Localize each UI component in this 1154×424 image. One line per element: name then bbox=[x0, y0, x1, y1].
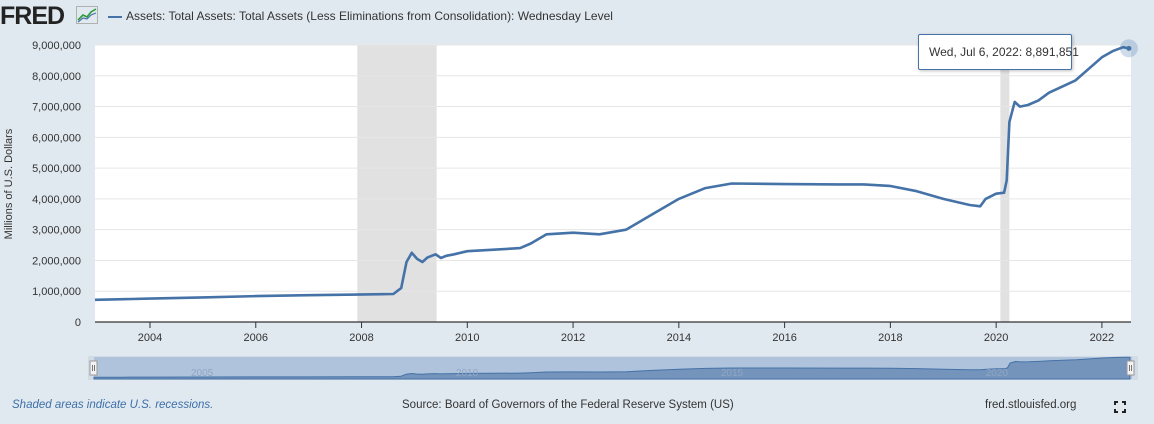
x-tick-label: 2010 bbox=[455, 332, 479, 344]
x-tick-label: 2020 bbox=[984, 332, 1008, 344]
recession-note: Shaded areas indicate U.S. recessions. bbox=[12, 399, 214, 411]
grid-lines bbox=[95, 44, 1131, 292]
navigator-year-label: 2015 bbox=[721, 368, 744, 379]
y-axis-ticks: 0 1,000,000 2,000,000 3,000,000 4,000,000 5,0… bbox=[32, 40, 81, 329]
plot-area bbox=[95, 45, 1131, 322]
hover-point bbox=[1126, 45, 1132, 51]
fred-graph-icon bbox=[76, 6, 98, 24]
navigator-series-area bbox=[93, 356, 1131, 380]
y-tick-label: 8,000,000 bbox=[32, 71, 81, 83]
recession-band-0 bbox=[357, 45, 437, 322]
series-title[interactable]: Assets: Total Assets: Total Assets (Less… bbox=[126, 9, 613, 23]
navigator-left-handle[interactable] bbox=[89, 360, 98, 376]
y-tick-label: 9,000,000 bbox=[32, 40, 81, 52]
navigator-right-handle[interactable] bbox=[1126, 360, 1135, 376]
y-tick-label: 7,000,000 bbox=[32, 102, 81, 114]
tooltip-text: Wed, Jul 6, 2022: 8,891,851 bbox=[929, 45, 1079, 59]
x-axis-ticks: 2004 2006 2008 2010 2012 2014 2016 2018 2020 2022 bbox=[138, 322, 1114, 344]
navigator-year-label: 2010 bbox=[456, 368, 479, 379]
y-tick-label: 2,000,000 bbox=[32, 255, 81, 267]
line-chart[interactable]: 0 1,000,000 2,000,000 3,000,000 4,000,000 5,0… bbox=[0, 0, 1154, 345]
x-tick-label: 2006 bbox=[244, 332, 268, 344]
source-note: Source: Board of Governors of the Federa… bbox=[402, 399, 734, 411]
fullscreen-icon[interactable] bbox=[1113, 400, 1127, 414]
navigator-year-label: 2020 bbox=[986, 368, 1009, 379]
x-tick-label: 2012 bbox=[561, 332, 585, 344]
x-tick-label: 2016 bbox=[772, 332, 796, 344]
x-tick-label: 2018 bbox=[878, 332, 902, 344]
y-tick-label: 1,000,000 bbox=[32, 286, 81, 298]
navigator-year-labels: 2005 2010 2015 2020 bbox=[191, 368, 1008, 379]
chart-header: FRED Assets: Total Assets: Total Assets … bbox=[0, 0, 1154, 36]
fred-logo[interactable]: FRED bbox=[0, 2, 65, 30]
x-tick-label: 2014 bbox=[667, 332, 691, 344]
x-tick-label: 2008 bbox=[349, 332, 373, 344]
y-tick-label: 4,000,000 bbox=[32, 194, 81, 206]
range-navigator[interactable]: 2005 2010 2015 2020 bbox=[88, 356, 1138, 382]
series-line bbox=[94, 45, 1130, 302]
y-tick-label: 3,000,000 bbox=[32, 225, 81, 237]
navigator-year-label: 2005 bbox=[191, 368, 214, 379]
legend-line-swatch bbox=[108, 16, 122, 18]
y-tick-label: 5,000,000 bbox=[32, 163, 81, 175]
y-tick-label: 6,000,000 bbox=[32, 132, 81, 144]
y-tick-label: 0 bbox=[75, 317, 81, 329]
data-tooltip: Wed, Jul 6, 2022: 8,891,851 bbox=[918, 34, 1079, 70]
x-tick-label: 2022 bbox=[1090, 332, 1114, 344]
site-link[interactable]: fred.stlouisfed.org bbox=[985, 399, 1077, 411]
x-tick-label: 2004 bbox=[138, 332, 162, 344]
